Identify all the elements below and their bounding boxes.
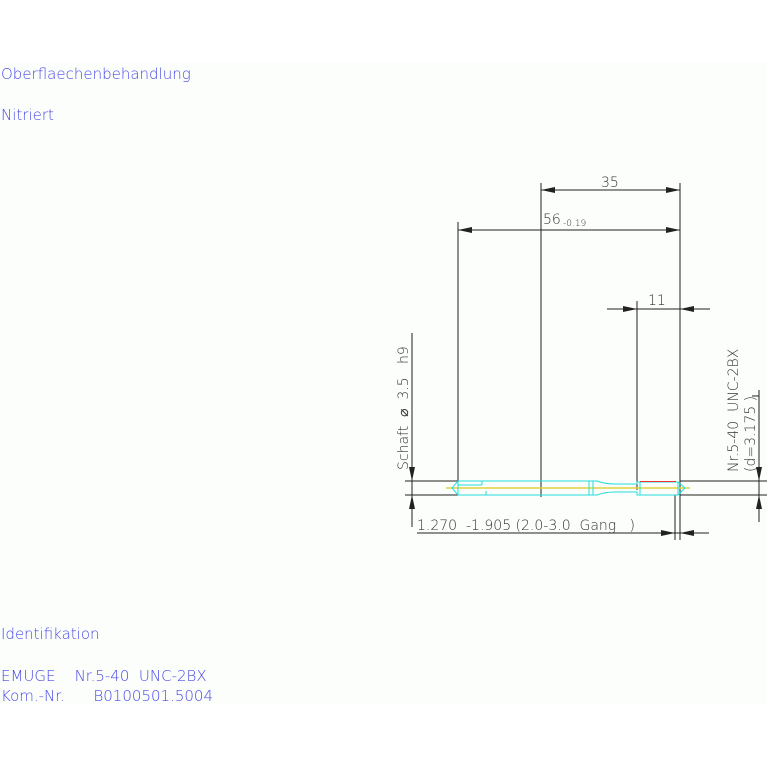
svg-text:35: 35 bbox=[601, 175, 619, 191]
svg-text:Nr.5-40 UNC-2BX: Nr.5-40 UNC-2BX bbox=[726, 349, 742, 472]
svg-text:-0.19: -0.19 bbox=[563, 219, 586, 229]
ident-line2: Kom.-Nr. B0100501.5004 bbox=[1, 687, 213, 705]
drawing-sheet bbox=[0, 62, 767, 705]
svg-text:Schaft ⌀ 3.5 h9: Schaft ⌀ 3.5 h9 bbox=[396, 346, 412, 470]
dimension-shank: Schaft ⌀ 3.5 h9 bbox=[396, 333, 415, 527]
ident-heading: Identifikation bbox=[1, 625, 100, 643]
ident-line1: EMUGE Nr.5-40 UNC-2BX bbox=[1, 667, 207, 685]
svg-text:11: 11 bbox=[648, 293, 666, 309]
dimension-35: 35 bbox=[541, 175, 680, 193]
dimension-56: 56 -0.19 bbox=[458, 212, 680, 233]
dimension-thread: Nr.5-40 UNC-2BX (d=3.175 ) bbox=[726, 349, 762, 522]
dimension-11: 11 bbox=[607, 293, 710, 312]
surface-heading: Oberflaechenbehandlung bbox=[1, 65, 191, 83]
svg-text:56: 56 bbox=[543, 212, 561, 228]
extension-lines bbox=[405, 183, 767, 540]
tap-tool-outline bbox=[446, 480, 690, 496]
dimension-chamfer: 1.270 -1.905 (2.0-3.0 Gang ) bbox=[417, 518, 709, 536]
surface-value: Nitriert bbox=[1, 106, 54, 124]
svg-text:(d=3.175 ): (d=3.175 ) bbox=[743, 396, 759, 472]
svg-text:1.270 -1.905 (2.0-3.0 Gang: 1.270 -1.905 (2.0-3.0 Gang ) bbox=[417, 518, 635, 534]
